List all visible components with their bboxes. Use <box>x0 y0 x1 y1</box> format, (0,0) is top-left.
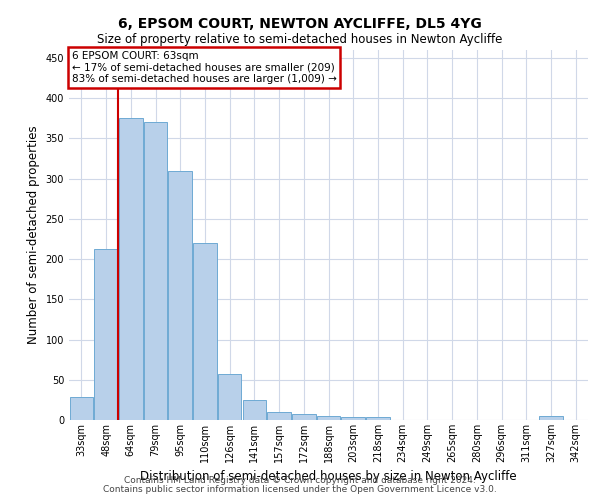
Y-axis label: Number of semi-detached properties: Number of semi-detached properties <box>27 126 40 344</box>
Bar <box>242 400 266 420</box>
X-axis label: Distribution of semi-detached houses by size in Newton Aycliffe: Distribution of semi-detached houses by … <box>140 470 517 484</box>
Bar <box>268 412 291 420</box>
Bar <box>94 250 118 420</box>
Bar <box>144 122 167 420</box>
Bar <box>218 374 241 420</box>
Bar <box>366 417 389 420</box>
Bar <box>317 416 340 420</box>
Bar <box>169 170 192 420</box>
Text: 6, EPSOM COURT, NEWTON AYCLIFFE, DL5 4YG: 6, EPSOM COURT, NEWTON AYCLIFFE, DL5 4YG <box>118 18 482 32</box>
Bar <box>193 243 217 420</box>
Bar <box>292 414 316 420</box>
Bar <box>119 118 143 420</box>
Text: Contains HM Land Registry data © Crown copyright and database right 2024.: Contains HM Land Registry data © Crown c… <box>124 476 476 485</box>
Bar <box>341 417 365 420</box>
Text: 6 EPSOM COURT: 63sqm
← 17% of semi-detached houses are smaller (209)
83% of semi: 6 EPSOM COURT: 63sqm ← 17% of semi-detac… <box>71 50 337 84</box>
Bar <box>70 398 93 420</box>
Bar <box>539 416 563 420</box>
Text: Size of property relative to semi-detached houses in Newton Aycliffe: Size of property relative to semi-detach… <box>97 32 503 46</box>
Text: Contains public sector information licensed under the Open Government Licence v3: Contains public sector information licen… <box>103 484 497 494</box>
